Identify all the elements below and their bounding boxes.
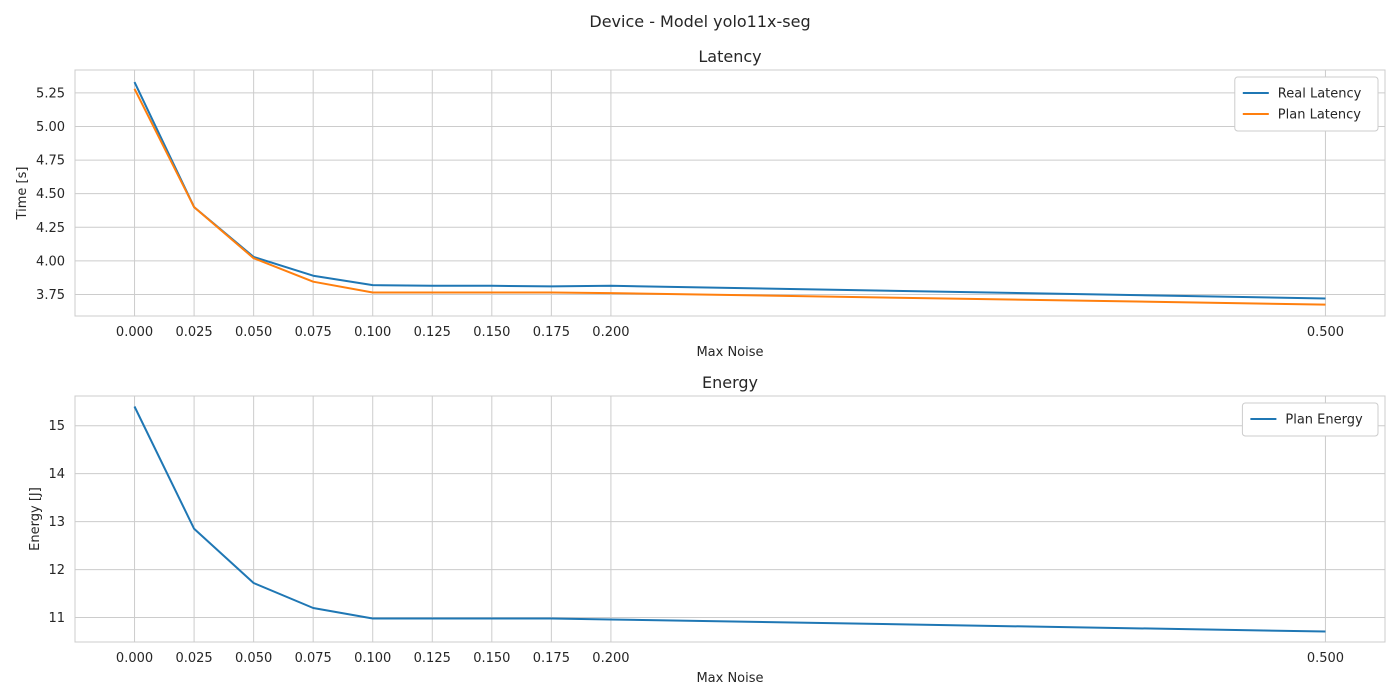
x-tick-label: 0.100 (354, 651, 391, 666)
legend-label: Plan Latency (1278, 108, 1361, 123)
y-tick-label: 12 (48, 563, 65, 578)
y-tick-label: 3.75 (36, 288, 65, 303)
plot-area (75, 70, 1385, 316)
plot-area (75, 396, 1385, 642)
y-tick-label: 11 (48, 611, 65, 626)
x-tick-label: 0.500 (1307, 325, 1344, 340)
x-tick-label: 0.025 (175, 325, 212, 340)
y-tick-label: 14 (48, 467, 65, 482)
legend-box (1234, 76, 1379, 132)
y-tick-label: 4.75 (36, 154, 65, 169)
latency-chart: 0.000 0.025 0.050 0.075 0.100 0.125 0.150 0.175… (15, 47, 1386, 360)
y-axis-label: Time [s] (15, 167, 30, 221)
x-tick-label: 0.000 (116, 651, 153, 666)
legend-label: Real Latency (1278, 87, 1362, 102)
legend: Real Latency Plan Latency (1234, 76, 1379, 132)
y-tick-label: 15 (48, 419, 65, 434)
x-tick-label: 0.025 (175, 651, 212, 666)
y-tick-label: 13 (48, 515, 65, 530)
x-axis-label: Max Noise (696, 345, 763, 360)
x-tick-label: 0.200 (592, 651, 629, 666)
energy-chart: 0.000 0.025 0.050 0.075 0.100 0.125 0.150 0.175… (28, 373, 1386, 686)
series-line-plan-energy (133, 406, 1326, 633)
x-tick-label: 0.075 (295, 651, 332, 666)
legend-box (1241, 402, 1379, 437)
y-axis-label: Energy [J] (28, 487, 43, 551)
x-tick-label: 0.050 (235, 325, 272, 340)
x-tick-label: 0.500 (1307, 651, 1344, 666)
plot-frame (74, 69, 1386, 317)
x-tick-label: 0.125 (414, 325, 451, 340)
energy-title: Energy (702, 373, 758, 392)
series-line-plan-latency (133, 88, 1326, 306)
x-tick-label: 0.125 (414, 651, 451, 666)
x-tick-label: 0.050 (235, 651, 272, 666)
x-tick-label: 0.175 (533, 325, 570, 340)
plot-frame (74, 395, 1386, 643)
y-tick-label: 5.25 (36, 86, 65, 101)
figure-suptitle: Device - Model yolo11x-seg (589, 12, 810, 31)
x-tick-label: 0.000 (116, 325, 153, 340)
x-tick-label: 0.075 (295, 325, 332, 340)
legend: Plan Energy (1241, 402, 1379, 437)
x-tick-label: 0.100 (354, 325, 391, 340)
latency-title: Latency (698, 47, 761, 66)
y-tick-label: 5.00 (36, 120, 65, 135)
x-tick-label: 0.150 (473, 651, 510, 666)
x-tick-label: 0.150 (473, 325, 510, 340)
y-tick-label: 4.25 (36, 221, 65, 236)
x-tick-label: 0.175 (533, 651, 570, 666)
y-tick-label: 4.00 (36, 254, 65, 269)
legend-label: Plan Energy (1285, 413, 1363, 428)
x-tick-label: 0.200 (592, 325, 629, 340)
y-tick-label: 4.50 (36, 187, 65, 202)
x-axis-label: Max Noise (696, 671, 763, 686)
